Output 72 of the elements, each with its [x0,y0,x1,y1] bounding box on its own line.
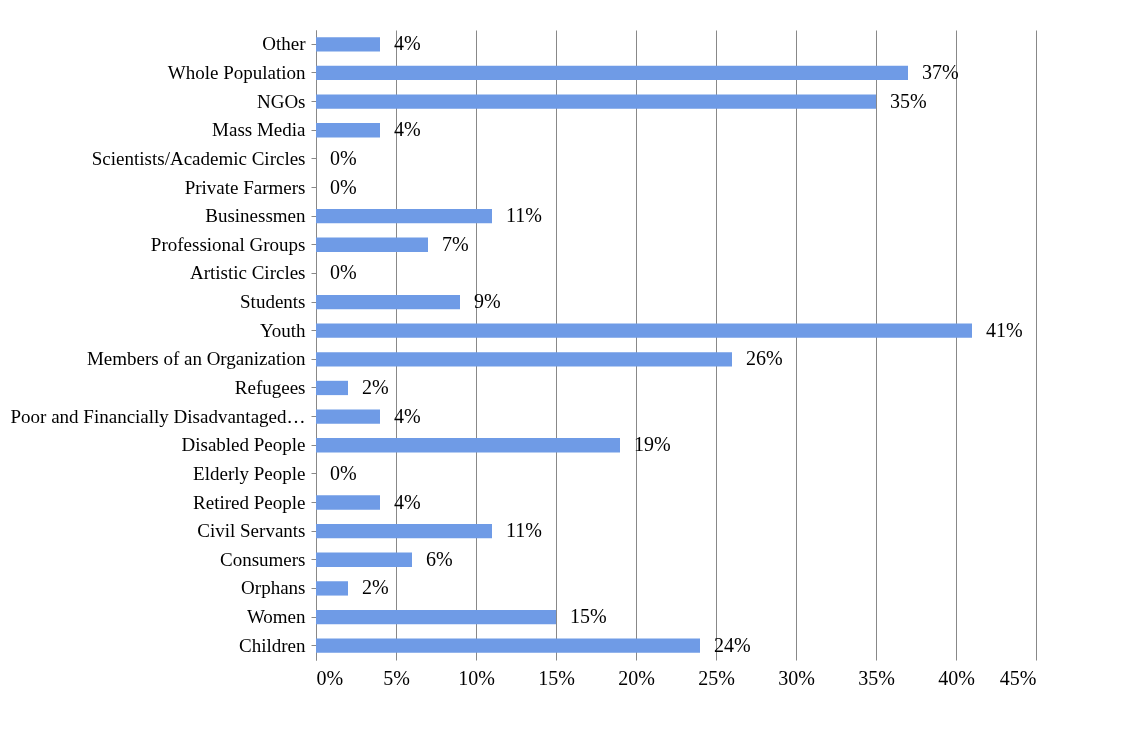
data-label: 0% [330,146,357,169]
bar [316,208,492,224]
bar [316,581,348,596]
data-label: 0% [330,261,357,284]
data-label: 2% [362,576,389,599]
y-tick-label: Civil Servants [197,520,306,542]
y-tick-label: Consumers [220,548,306,570]
y-tick-label: Whole Population [167,61,306,83]
y-tick-label: Youth [259,319,306,341]
data-label: 7% [442,232,469,255]
bar [316,294,460,310]
x-tick-label: 30% [778,666,815,689]
bar [316,438,620,453]
bar [316,65,908,81]
x-tick-label: 10% [458,666,495,689]
x-tick-label: 45% [999,666,1037,689]
bar [316,37,380,52]
y-tick-label: Orphans [241,577,306,599]
data-label: 19% [634,433,671,456]
data-label: 2% [362,375,389,398]
x-tick-label: 5% [383,666,410,689]
x-tick-label: 35% [858,666,895,689]
x-tick-label: 15% [538,666,575,689]
data-label: 15% [570,605,607,628]
data-label: 37% [922,60,959,83]
y-tick-label: Children [239,634,306,656]
x-tick-label: 0% [316,666,344,689]
data-label: 4% [394,118,421,141]
bar [316,94,876,109]
data-label: 41% [986,318,1023,341]
y-tick-label: Women [246,606,306,628]
data-label: 35% [890,89,927,112]
data-label: 4% [394,404,421,427]
data-label: 6% [426,547,453,570]
data-label: 11% [506,204,542,227]
y-tick-label: Retired People [193,491,306,513]
y-tick-label: Artistic Circles [189,262,306,284]
data-label: 9% [474,290,501,313]
bar [316,552,412,567]
y-tick-label: Scientists/Academic Circles [91,147,306,169]
data-label: 0% [330,175,357,198]
y-tick-label: Elderly People [193,462,306,484]
bar [316,380,348,396]
data-label: 11% [506,519,542,542]
x-tick-label: 40% [938,666,975,689]
y-tick-label: Refugees [234,376,306,398]
data-label: 4% [394,490,421,513]
bar [316,638,700,653]
data-label: 4% [394,32,421,55]
bar [316,123,380,138]
y-tick-label: Private Farmers [184,176,306,198]
bar [316,352,732,367]
bar [316,495,380,510]
data-label: 24% [714,633,751,656]
y-tick-label: NGOs [256,90,306,112]
data-label: 0% [330,461,357,484]
y-tick-label: Professional Groups [150,233,306,255]
y-tick-label: Other [262,33,307,55]
bar [316,523,492,539]
y-tick-label: Poor and Financially Disadvantaged… [10,405,306,427]
x-tick-label: 20% [618,666,655,689]
y-tick-label: Students [240,291,306,313]
y-tick-label: Disabled People [181,434,306,456]
bar [316,237,428,252]
data-label: 26% [746,347,783,370]
y-tick-label: Mass Media [212,119,307,141]
bar [316,609,556,625]
bar [316,323,972,338]
bar [316,409,380,424]
y-tick-label: Businessmen [205,205,306,227]
x-tick-label: 25% [698,666,735,689]
y-tick-label: Members of an Organization [86,348,306,370]
